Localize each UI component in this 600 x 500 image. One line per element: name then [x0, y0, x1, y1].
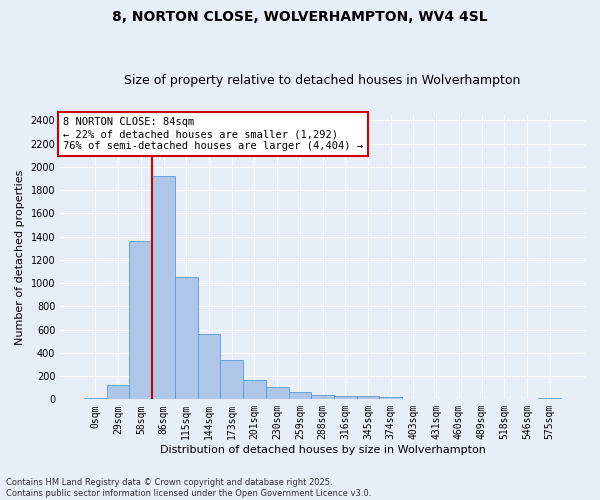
- Bar: [243, 380, 266, 400]
- Bar: [379, 397, 402, 400]
- Text: 8 NORTON CLOSE: 84sqm
← 22% of detached houses are smaller (1,292)
76% of semi-d: 8 NORTON CLOSE: 84sqm ← 22% of detached …: [63, 118, 363, 150]
- Bar: [84, 398, 107, 400]
- Bar: [425, 399, 448, 400]
- Bar: [220, 360, 243, 400]
- Bar: [356, 396, 379, 400]
- Bar: [107, 385, 130, 400]
- Title: Size of property relative to detached houses in Wolverhampton: Size of property relative to detached ho…: [124, 74, 521, 87]
- Bar: [130, 242, 152, 400]
- Bar: [402, 399, 425, 400]
- Bar: [538, 398, 561, 400]
- Text: 8, NORTON CLOSE, WOLVERHAMPTON, WV4 4SL: 8, NORTON CLOSE, WOLVERHAMPTON, WV4 4SL: [112, 10, 488, 24]
- Bar: [197, 334, 220, 400]
- Bar: [175, 276, 197, 400]
- Bar: [516, 399, 538, 400]
- Y-axis label: Number of detached properties: Number of detached properties: [15, 170, 25, 344]
- Bar: [289, 392, 311, 400]
- Bar: [448, 399, 470, 400]
- Bar: [334, 396, 356, 400]
- Text: Contains HM Land Registry data © Crown copyright and database right 2025.
Contai: Contains HM Land Registry data © Crown c…: [6, 478, 371, 498]
- X-axis label: Distribution of detached houses by size in Wolverhampton: Distribution of detached houses by size …: [160, 445, 485, 455]
- Bar: [152, 176, 175, 400]
- Bar: [266, 386, 289, 400]
- Bar: [311, 396, 334, 400]
